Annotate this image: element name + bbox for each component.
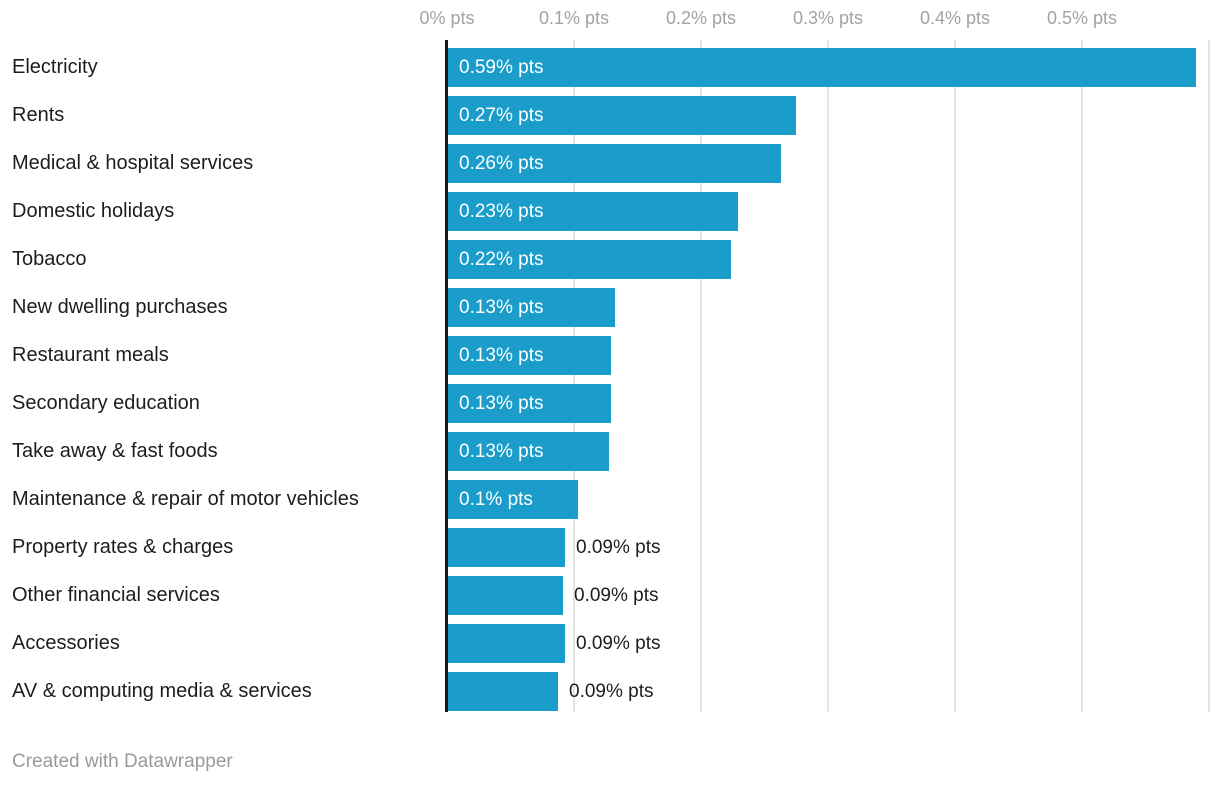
- chart-row: Medical & hospital services 0.26% pts: [0, 136, 1220, 184]
- category-label: Domestic holidays: [12, 200, 175, 222]
- bar-value-label: 0.26% pts: [459, 152, 544, 174]
- bar-value-label: 0.09% pts: [576, 536, 661, 558]
- category-label: Tobacco: [12, 248, 87, 270]
- category-label: Property rates & charges: [12, 536, 234, 558]
- datawrapper-credit[interactable]: Created with Datawrapper: [12, 751, 233, 772]
- bar: [448, 288, 615, 327]
- bar: [448, 480, 578, 519]
- bar-value-label: 0.13% pts: [459, 344, 544, 366]
- category-label: Other financial services: [12, 584, 220, 606]
- bar-value-label: 0.59% pts: [459, 56, 544, 78]
- bar: [448, 624, 565, 663]
- bar: [448, 528, 565, 567]
- chart-row: Other financial services 0.09% pts: [0, 568, 1220, 616]
- x-axis-tick-label: 0% pts: [419, 8, 475, 28]
- chart-row: Rents 0.27% pts: [0, 88, 1220, 136]
- chart-row: Accessories 0.09% pts: [0, 616, 1220, 664]
- chart-row: AV & computing media & services 0.09% pts: [0, 664, 1220, 712]
- bar-value-label: 0.09% pts: [569, 680, 654, 702]
- x-axis-tick-label: 0.2% pts: [665, 8, 737, 28]
- x-axis-tick-label: 0.5% pts: [1046, 8, 1118, 28]
- gridline: [700, 40, 702, 712]
- bar: [448, 672, 558, 711]
- bar-value-label: 0.13% pts: [459, 296, 544, 318]
- x-axis-tick-label: 0.3% pts: [792, 8, 864, 28]
- bar-value-label: 0.22% pts: [459, 248, 544, 270]
- category-label: New dwelling purchases: [12, 296, 228, 318]
- chart-row: Restaurant meals 0.13% pts: [0, 328, 1220, 376]
- x-axis-tick-label: 0.4% pts: [919, 8, 991, 28]
- plot-area: Electricity 0.59% pts Rents 0.27% pts Medica…: [0, 40, 1220, 712]
- x-axis-tick-label: 0.1% pts: [538, 8, 610, 28]
- chart-row: Secondary education 0.13% pts: [0, 376, 1220, 424]
- category-label: Accessories: [12, 632, 120, 654]
- bar-value-label: 0.13% pts: [459, 440, 544, 462]
- gridline: [1081, 40, 1083, 712]
- category-label: Maintenance & repair of motor vehicles: [12, 488, 359, 510]
- category-label: Secondary education: [12, 392, 200, 414]
- chart-row: Property rates & charges 0.09% pts: [0, 520, 1220, 568]
- gridline: [827, 40, 829, 712]
- chart-row: Take away & fast foods 0.13% pts: [0, 424, 1220, 472]
- gridline: [573, 40, 575, 712]
- chart-row: New dwelling purchases 0.13% pts: [0, 280, 1220, 328]
- chart-row: Maintenance & repair of motor vehicles 0.…: [0, 472, 1220, 520]
- chart-row: Domestic holidays 0.23% pts: [0, 184, 1220, 232]
- chart-row: Tobacco 0.22% pts: [0, 232, 1220, 280]
- bar: [448, 240, 731, 279]
- x-axis: 0% pts 0.1% pts 0.2% pts 0.3% pts 0.4% pts 0.…: [0, 0, 1220, 40]
- bar: [448, 48, 1196, 87]
- bar-value-label: 0.23% pts: [459, 200, 544, 222]
- zero-baseline: [445, 40, 448, 712]
- bar-value-label: 0.09% pts: [576, 632, 661, 654]
- bar: [448, 384, 611, 423]
- bar-value-label: 0.13% pts: [459, 392, 544, 414]
- category-label: Take away & fast foods: [12, 440, 218, 462]
- bar: [448, 432, 609, 471]
- bar: [448, 144, 781, 183]
- bar-value-label: 0.1% pts: [459, 488, 533, 510]
- bar-value-label: 0.09% pts: [574, 584, 659, 606]
- bar: [448, 336, 611, 375]
- gridline: [1208, 40, 1210, 712]
- category-label: Electricity: [12, 56, 98, 78]
- bar: [448, 192, 738, 231]
- bar: [448, 96, 796, 135]
- chart-row: Electricity 0.59% pts: [0, 40, 1220, 88]
- bar-value-label: 0.27% pts: [459, 104, 544, 126]
- category-label: Rents: [12, 104, 65, 126]
- category-label: AV & computing media & services: [12, 680, 312, 702]
- category-label: Medical & hospital services: [12, 152, 254, 174]
- bar: [448, 576, 563, 615]
- category-label: Restaurant meals: [12, 344, 169, 366]
- gridline: [954, 40, 956, 712]
